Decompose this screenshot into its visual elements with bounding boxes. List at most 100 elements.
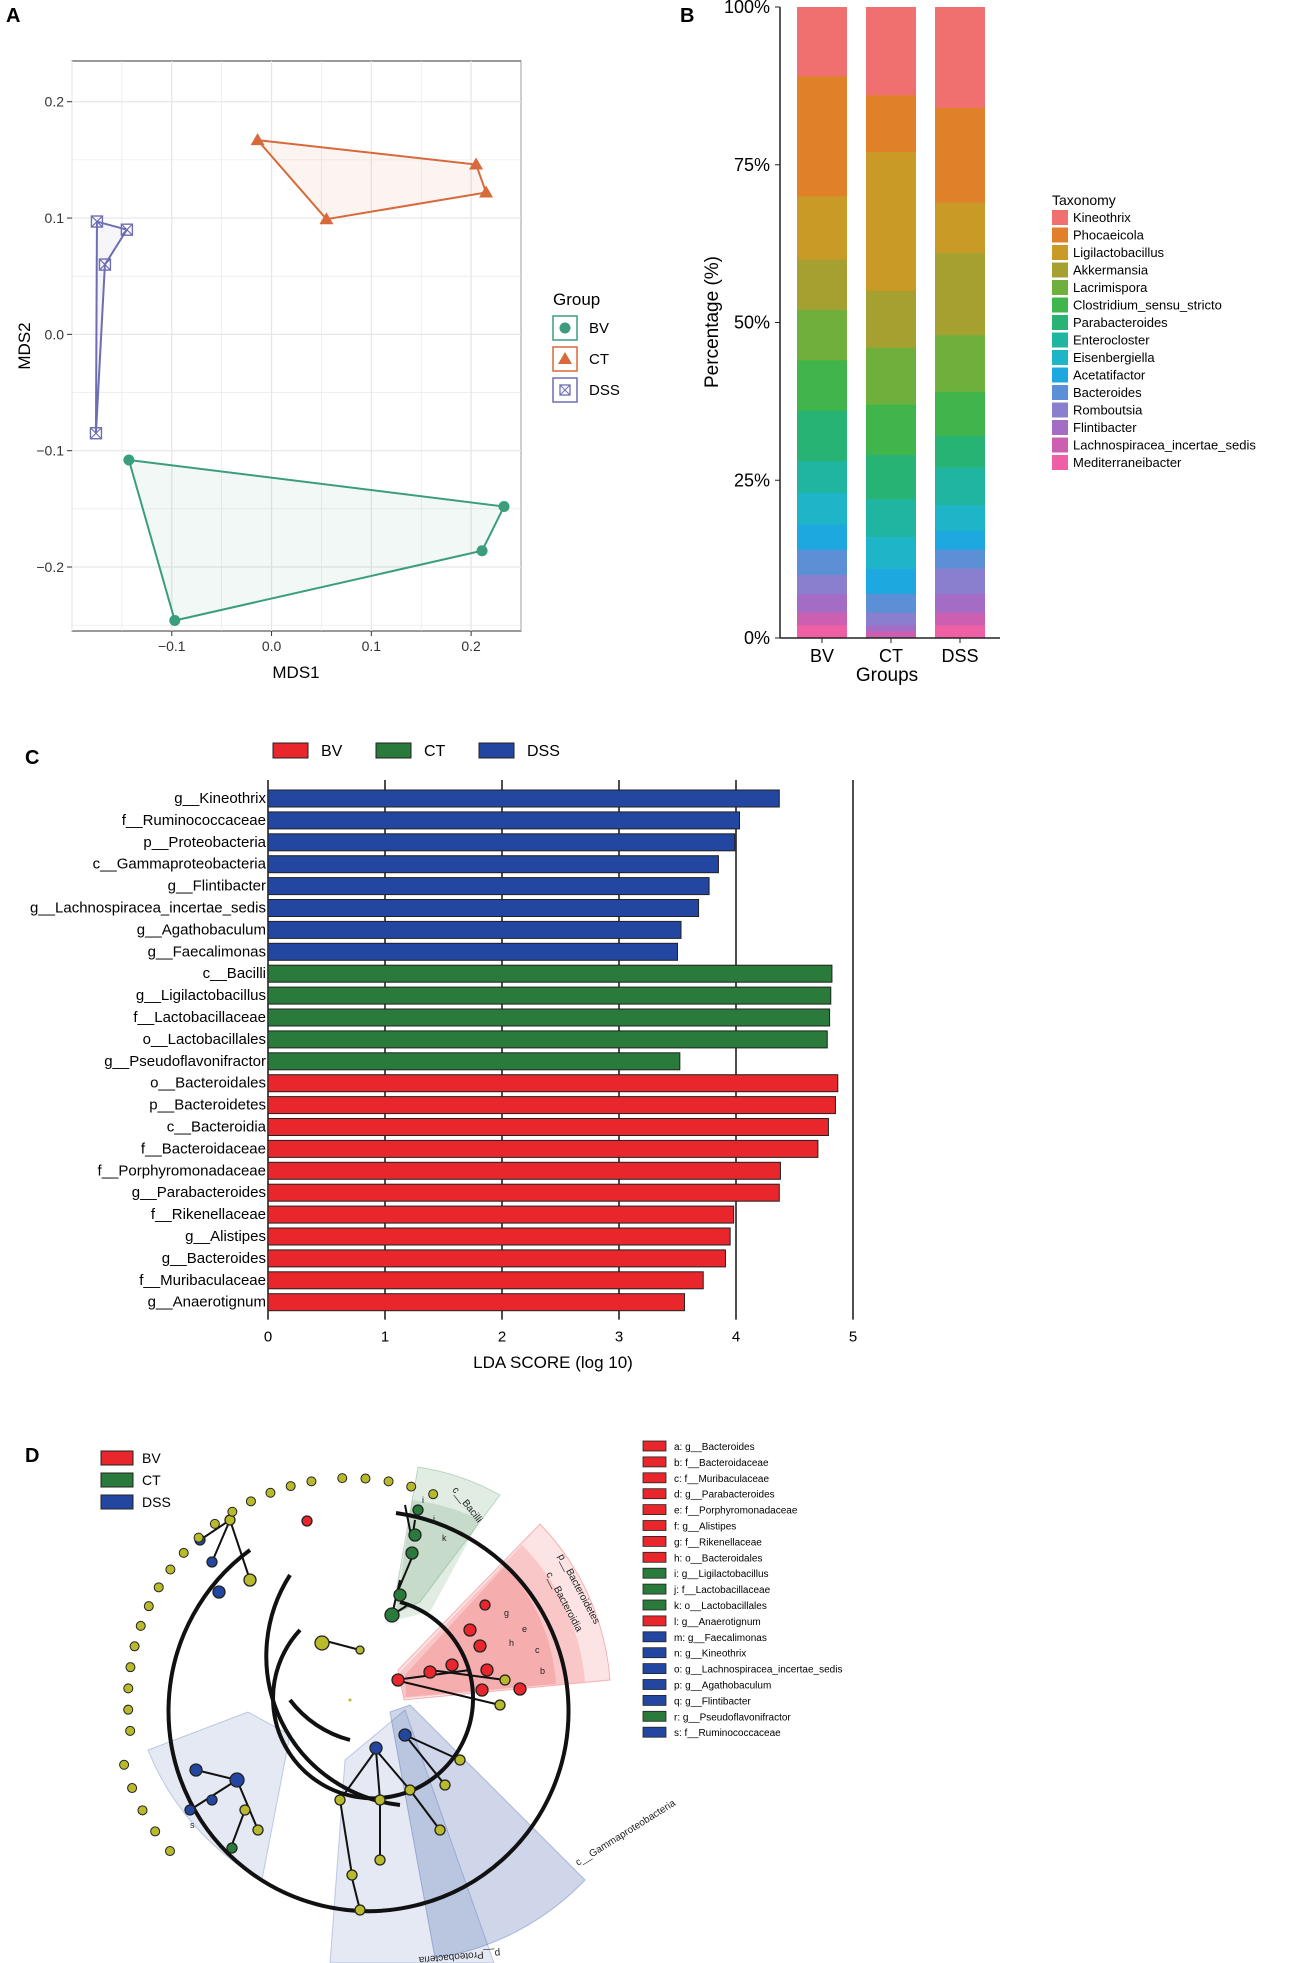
stack-segment-dss xyxy=(935,107,985,203)
lda-bar-label: g__Bacteroides xyxy=(162,1250,266,1267)
point-dss-box xyxy=(98,258,112,271)
key-swatch xyxy=(642,1631,667,1643)
key-swatch xyxy=(642,1567,667,1579)
letter-j: j xyxy=(432,1514,435,1524)
key-label: g: f__Rikenellaceae xyxy=(674,1537,762,1548)
node-unlabelled xyxy=(354,1904,366,1916)
node-lachno xyxy=(212,1585,226,1599)
node-q xyxy=(184,1804,196,1816)
twig xyxy=(409,1789,441,1831)
node-unlabelled xyxy=(355,1645,365,1655)
stack-segment-ct xyxy=(866,95,916,153)
legend-swatch xyxy=(1052,420,1068,435)
point-dss-box xyxy=(90,215,104,228)
stack-segment-bv xyxy=(797,524,847,550)
node-bacteroidetes xyxy=(391,1673,405,1687)
twig xyxy=(375,1749,381,1801)
leaf-node xyxy=(123,1704,134,1715)
x-tick-label: 4 xyxy=(732,1329,740,1346)
point-bv xyxy=(498,501,510,513)
node-gamma xyxy=(398,1728,412,1742)
legend-swatch xyxy=(1052,437,1068,453)
legend-label: Akkermansia xyxy=(1073,263,1149,278)
stack-segment-ct xyxy=(866,7,916,96)
point-dss xyxy=(120,223,134,236)
node-unlabelled xyxy=(239,1804,251,1816)
key-label: e: f__Porphyromonadaceae xyxy=(674,1506,798,1517)
stack-segment-dss xyxy=(935,202,985,254)
mds-x-axis-label: MDS1 xyxy=(272,663,319,682)
legend-label-ct: CT xyxy=(589,351,609,368)
lda-bar-chart: BV CT DSS g__Kineothrix f__Ruminococcaceaep… xyxy=(30,742,857,1372)
twig xyxy=(429,1669,506,1681)
legend-swatch xyxy=(1052,332,1068,348)
node-unlabelled xyxy=(334,1794,346,1806)
y-tick-label: 100% xyxy=(724,0,770,17)
key-swatch xyxy=(642,1440,667,1452)
lda-bar xyxy=(267,986,832,1005)
lda-bar-label: g__Parabacteroides xyxy=(132,1184,266,1201)
leaf-node xyxy=(383,1476,394,1487)
key-swatch xyxy=(642,1679,667,1690)
mds-points xyxy=(89,133,510,627)
lda-bar-label: g__Anaerotignum xyxy=(148,1294,266,1311)
legend-key-bv xyxy=(552,315,578,341)
stack-segment-ct xyxy=(866,537,916,569)
lda-bar-label: g__Pseudoflavonifractor xyxy=(104,1053,266,1070)
legend-label: Acetatifactor xyxy=(1073,368,1146,383)
lda-bar-label: f__Ruminococcaceae xyxy=(122,812,266,829)
stack-segment-bv xyxy=(797,492,847,525)
twig xyxy=(404,1734,446,1786)
legend-swatch-bv xyxy=(272,742,309,759)
leaf-node xyxy=(123,1683,134,1694)
leaf-node xyxy=(143,1601,154,1612)
y-tick-label: −0.1 xyxy=(36,443,64,459)
point-bv xyxy=(476,545,488,557)
y-tick-label: 25% xyxy=(734,470,770,490)
x-tick-label: 0.0 xyxy=(262,638,282,654)
lda-bar-label: g__Lachnospiracea_incertae_sedis xyxy=(30,900,266,917)
cladogram-outer-nodes xyxy=(119,1473,439,1857)
lda-bar-label: f__Muribaculaceae xyxy=(139,1272,266,1289)
leaf-node xyxy=(265,1487,276,1498)
clade-sector-bacteroidales xyxy=(405,1566,556,1697)
key-label: o: g__Lachnospiracea_incertae_sedis xyxy=(674,1665,842,1676)
legend-swatch-dss xyxy=(100,1494,134,1510)
node-proteo xyxy=(369,1741,383,1755)
lda-bar xyxy=(267,1052,681,1071)
point-dss xyxy=(90,215,104,228)
node-root xyxy=(314,1635,330,1651)
branch-middle-arc xyxy=(264,1573,401,1807)
legend-label: Lacrimispora xyxy=(1073,280,1148,295)
leaf-node xyxy=(285,1481,296,1492)
legend-label: Bacteroides xyxy=(1073,385,1142,400)
stack-segment-dss xyxy=(935,505,985,532)
y-tick-label: 0.2 xyxy=(45,94,65,110)
key-label: s: f__Ruminococcaceae xyxy=(674,1728,781,1739)
twig xyxy=(199,1519,231,1541)
leaf-node xyxy=(406,1481,417,1492)
taxonomy-y-axis-label: Percentage (%) xyxy=(702,256,723,388)
x-tick-label: 0 xyxy=(264,1329,272,1346)
legend-swatch xyxy=(1052,455,1068,470)
key-swatch xyxy=(642,1583,667,1595)
stack-segment-ct xyxy=(866,593,916,614)
stack-segment-ct xyxy=(866,499,916,538)
point-dss xyxy=(98,258,112,271)
panel-b-label: B xyxy=(680,5,694,27)
leaf-node xyxy=(125,1725,136,1736)
cladogram-center xyxy=(348,1698,352,1702)
key-swatch xyxy=(642,1695,667,1706)
legend-swatch-bv xyxy=(100,1450,134,1466)
lda-bar xyxy=(267,942,678,961)
stack-segment-ct xyxy=(866,568,916,595)
x-tick-label: 0.2 xyxy=(461,638,481,654)
y-tick-label: 50% xyxy=(734,313,770,333)
stack-segment-dss xyxy=(935,568,985,595)
key-label: c: f__Muribaculaceae xyxy=(674,1474,769,1485)
taxonomy-x-axis-label: Groups xyxy=(856,665,918,686)
legend-swatch xyxy=(1052,402,1068,418)
legend-label-dss: DSS xyxy=(589,382,620,399)
legend-label-ct: CT xyxy=(424,743,446,760)
point-dss-box xyxy=(120,223,134,236)
